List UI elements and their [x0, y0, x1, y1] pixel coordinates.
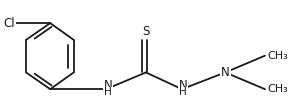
Text: H: H — [179, 87, 187, 97]
Text: N: N — [103, 79, 112, 92]
Text: Cl: Cl — [4, 17, 15, 30]
Text: N: N — [179, 79, 187, 92]
Text: CH₃: CH₃ — [268, 51, 289, 61]
Text: H: H — [104, 87, 112, 97]
Text: N: N — [221, 66, 230, 79]
Text: CH₃: CH₃ — [268, 84, 289, 94]
Text: S: S — [142, 25, 150, 38]
